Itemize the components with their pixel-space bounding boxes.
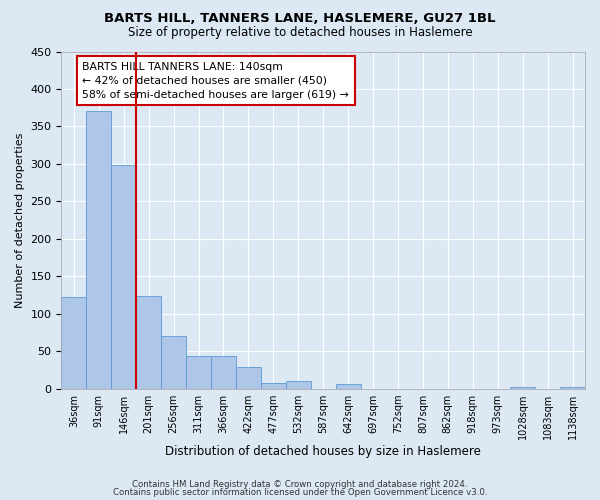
Bar	[111, 166, 136, 388]
Bar	[161, 336, 186, 388]
Bar	[510, 387, 535, 388]
Bar	[211, 356, 236, 388]
Bar	[286, 381, 311, 388]
Bar	[61, 296, 86, 388]
Bar	[261, 382, 286, 388]
Text: BARTS HILL TANNERS LANE: 140sqm
← 42% of detached houses are smaller (450)
58% o: BARTS HILL TANNERS LANE: 140sqm ← 42% of…	[82, 62, 349, 100]
Bar	[86, 112, 111, 388]
Text: BARTS HILL, TANNERS LANE, HASLEMERE, GU27 1BL: BARTS HILL, TANNERS LANE, HASLEMERE, GU2…	[104, 12, 496, 26]
Bar	[560, 387, 585, 388]
X-axis label: Distribution of detached houses by size in Haslemere: Distribution of detached houses by size …	[165, 444, 481, 458]
Bar	[136, 296, 161, 388]
Text: Contains public sector information licensed under the Open Government Licence v3: Contains public sector information licen…	[113, 488, 487, 497]
Y-axis label: Number of detached properties: Number of detached properties	[15, 132, 25, 308]
Bar	[236, 367, 261, 388]
Bar	[335, 384, 361, 388]
Bar	[186, 356, 211, 388]
Text: Size of property relative to detached houses in Haslemere: Size of property relative to detached ho…	[128, 26, 472, 39]
Text: Contains HM Land Registry data © Crown copyright and database right 2024.: Contains HM Land Registry data © Crown c…	[132, 480, 468, 489]
